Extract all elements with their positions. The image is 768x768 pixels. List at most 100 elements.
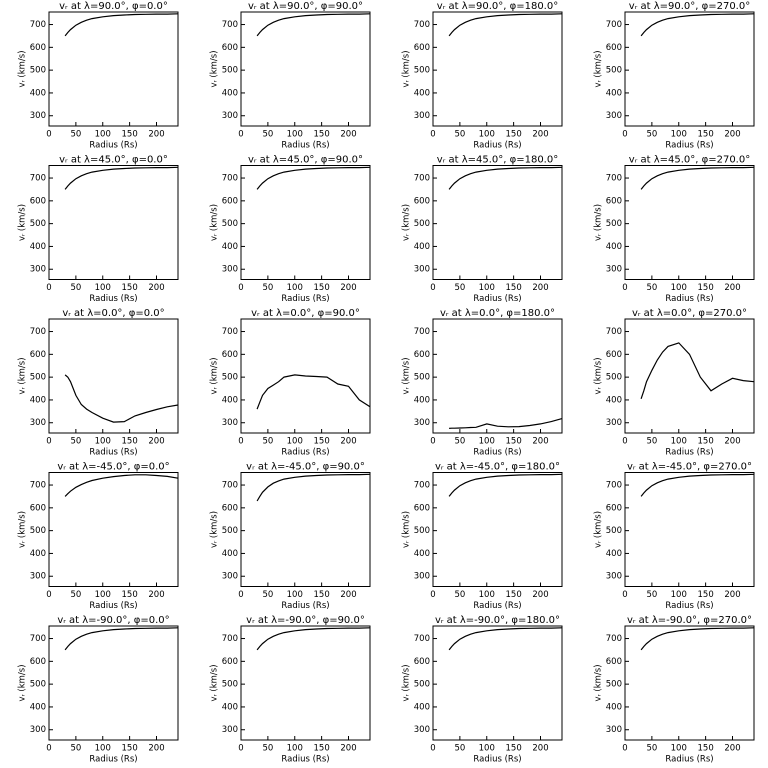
x-tick-label: 150 <box>314 437 330 447</box>
y-tick-label: 600 <box>30 657 46 667</box>
chart-title: vᵣ at λ=-45.0°, φ=270.0° <box>627 462 752 473</box>
x-tick-label: 100 <box>671 283 687 293</box>
y-tick-label: 400 <box>30 395 46 405</box>
x-tick-label: 100 <box>479 283 495 293</box>
x-tick-label: 100 <box>287 744 303 754</box>
y-tick-label: 700 <box>30 634 46 644</box>
x-tick-label: 150 <box>698 130 714 140</box>
y-tick-label: 300 <box>606 572 622 582</box>
y-tick-label: 700 <box>30 327 46 337</box>
line <box>640 473 755 497</box>
y-tick-label: 400 <box>606 88 622 98</box>
x-tick-label: 100 <box>95 437 111 447</box>
x-tick-label: 200 <box>340 130 356 140</box>
chart-title: vᵣ at λ=-45.0°, φ=180.0° <box>435 462 560 473</box>
x-tick-label: 50 <box>454 437 465 447</box>
x-axis-label: Radius (Rs) <box>89 755 137 765</box>
x-tick-label: 200 <box>724 130 740 140</box>
y-tick-label: 400 <box>414 702 430 712</box>
y-axis-label: vᵣ (km/s) <box>594 50 604 87</box>
x-tick-label: 50 <box>454 283 465 293</box>
line <box>448 166 563 190</box>
chart-title: vᵣ at λ=90.0°, φ=90.0° <box>248 1 363 12</box>
y-axis-label: vᵣ (km/s) <box>594 357 604 394</box>
chart-title: vᵣ at λ=45.0°, φ=270.0° <box>629 155 750 166</box>
x-tick-label: 200 <box>148 437 164 447</box>
y-tick-label: 300 <box>30 265 46 275</box>
y-axis-label: vᵣ (km/s) <box>594 204 604 241</box>
x-tick-label: 50 <box>646 744 657 754</box>
x-tick-label: 50 <box>262 590 273 600</box>
x-tick-label: 150 <box>122 130 138 140</box>
plot-frame <box>432 318 563 434</box>
x-tick-label: 200 <box>148 744 164 754</box>
plot-frame <box>48 625 179 741</box>
plot-frame <box>48 11 179 127</box>
x-tick-label: 150 <box>122 590 138 600</box>
y-tick-label: 400 <box>414 242 430 252</box>
y-tick-label: 500 <box>414 373 430 383</box>
x-axis-label: Radius (Rs) <box>473 448 521 458</box>
y-axis-label: vᵣ (km/s) <box>594 511 604 548</box>
plot-frame <box>432 472 563 587</box>
line <box>256 627 371 651</box>
x-tick-label: 0 <box>238 590 243 600</box>
x-tick-label: 100 <box>95 590 111 600</box>
chart-title: vᵣ at λ=-45.0°, φ=0.0° <box>57 462 169 473</box>
x-axis-label: Radius (Rs) <box>473 141 521 151</box>
plot-frame <box>48 472 179 587</box>
x-tick-label: 50 <box>70 283 81 293</box>
x-tick-label: 200 <box>148 590 164 600</box>
x-tick-label: 100 <box>287 437 303 447</box>
line <box>449 418 563 429</box>
y-tick-label: 300 <box>222 265 238 275</box>
line <box>64 166 179 190</box>
line <box>448 13 563 37</box>
x-tick-label: 0 <box>238 744 243 754</box>
y-tick-label: 700 <box>30 174 46 184</box>
y-tick-label: 300 <box>222 725 238 735</box>
y-axis-label: vᵣ (km/s) <box>594 664 604 701</box>
line <box>64 474 179 497</box>
y-tick-label: 300 <box>606 111 622 121</box>
x-tick-label: 0 <box>622 590 627 600</box>
chart-title: vᵣ at λ=0.0°, φ=180.0° <box>440 308 555 319</box>
y-axis-label: vᵣ (km/s) <box>18 204 28 241</box>
y-tick-label: 500 <box>30 680 46 690</box>
x-tick-label: 150 <box>506 130 522 140</box>
x-tick-label: 200 <box>724 283 740 293</box>
y-tick-label: 500 <box>30 373 46 383</box>
x-tick-label: 50 <box>70 744 81 754</box>
x-tick-label: 50 <box>70 437 81 447</box>
x-tick-label: 150 <box>506 590 522 600</box>
y-tick-label: 300 <box>30 725 46 735</box>
y-tick-label: 400 <box>606 549 622 559</box>
y-tick-label: 600 <box>222 657 238 667</box>
x-axis-label: Radius (Rs) <box>281 755 329 765</box>
y-tick-label: 700 <box>414 174 430 184</box>
x-tick-label: 0 <box>46 130 51 140</box>
plot-frame <box>432 165 563 280</box>
y-axis-label: vᵣ (km/s) <box>18 357 28 394</box>
y-tick-label: 700 <box>606 481 622 491</box>
x-tick-label: 50 <box>262 283 273 293</box>
y-axis-label: vᵣ (km/s) <box>210 357 220 394</box>
x-tick-label: 50 <box>70 590 81 600</box>
y-tick-label: 700 <box>606 20 622 30</box>
y-tick-label: 700 <box>414 481 430 491</box>
x-tick-label: 0 <box>238 437 243 447</box>
x-axis-label: Radius (Rs) <box>473 601 521 611</box>
y-tick-label: 300 <box>222 572 238 582</box>
x-tick-label: 0 <box>430 283 435 293</box>
x-tick-label: 200 <box>532 283 548 293</box>
y-tick-label: 600 <box>30 43 46 53</box>
x-axis-label: Radius (Rs) <box>665 601 713 611</box>
x-tick-label: 50 <box>454 130 465 140</box>
y-tick-label: 700 <box>414 20 430 30</box>
plot-frame <box>624 472 755 587</box>
x-tick-label: 100 <box>671 130 687 140</box>
x-tick-label: 0 <box>430 437 435 447</box>
line <box>256 166 371 190</box>
y-tick-label: 500 <box>606 66 622 76</box>
plot-frame <box>624 318 755 434</box>
